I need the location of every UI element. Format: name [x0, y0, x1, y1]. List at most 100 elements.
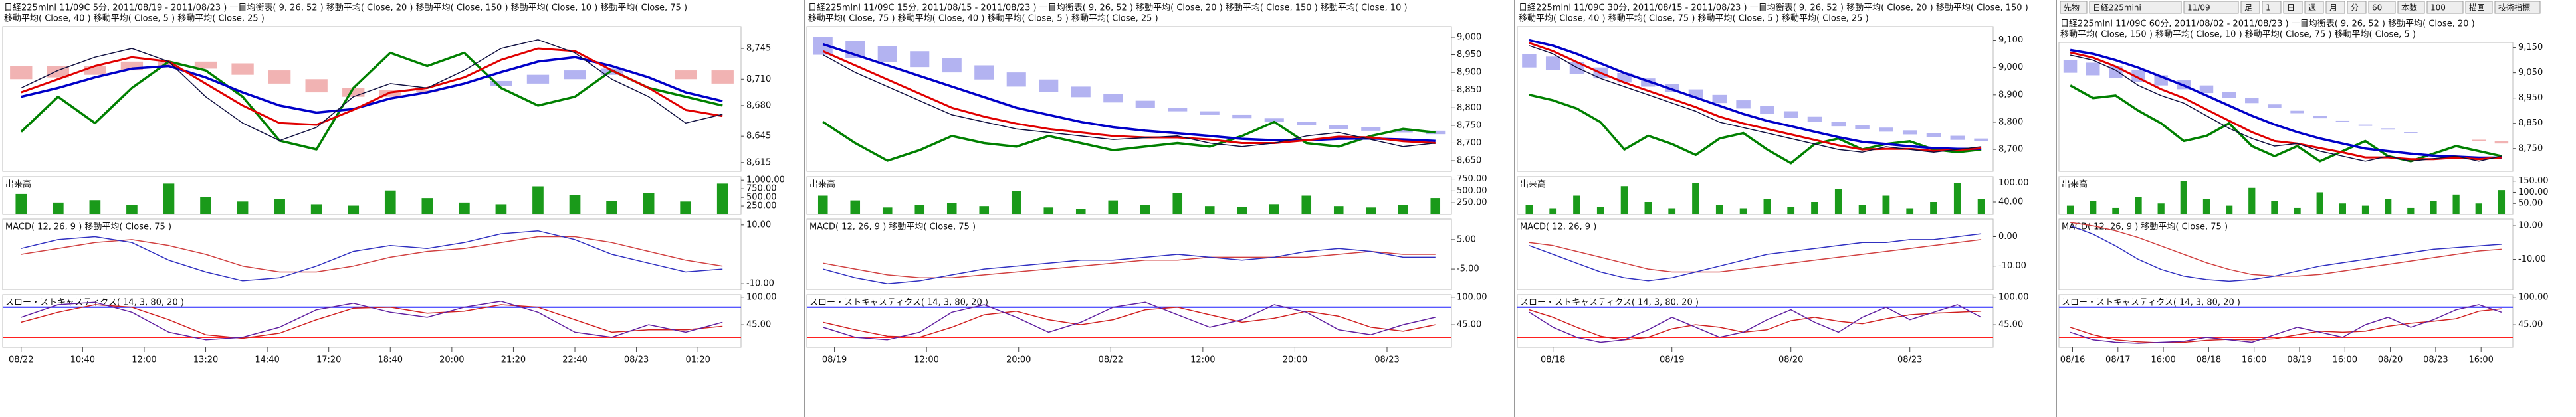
stoch-k-line — [21, 301, 723, 341]
x-tick-label: 08/23 — [624, 355, 649, 365]
y-tick-label: 9,100 — [1998, 35, 2023, 45]
cloud-stripe — [1879, 127, 1893, 132]
cloud-stripe — [675, 70, 697, 80]
volume-bar — [1043, 207, 1054, 214]
moving-average-long — [2070, 48, 2502, 159]
volume-bar — [1172, 193, 1183, 214]
cloud-stripe — [1297, 122, 1317, 125]
volume-bar — [2135, 197, 2142, 214]
volume-bar — [532, 186, 544, 214]
volume-bar — [1204, 206, 1215, 214]
cloud-stripe — [1807, 116, 1822, 122]
y-tick-label: 250.00 — [1457, 198, 1487, 208]
volume-bar — [1668, 208, 1676, 214]
cloud-stripe — [2335, 120, 2350, 122]
volume-bar — [1787, 207, 1795, 214]
volume-bar — [15, 193, 27, 214]
x-tick-label: 21:20 — [501, 355, 526, 365]
cloud-stripe — [1393, 129, 1413, 133]
volume-bar — [606, 201, 617, 214]
volume-bar — [2066, 205, 2074, 214]
volume-bar — [1108, 200, 1119, 214]
y-tick-label: 100.00 — [2518, 292, 2549, 302]
pane-label: 出来高 — [1520, 179, 1546, 190]
volume-bar — [1858, 205, 1866, 214]
cloud-stripe — [564, 70, 586, 80]
y-tick-label: 5.00 — [1457, 234, 1476, 244]
cloud-stripe — [877, 46, 897, 62]
y-tick-label: 100.00 — [2518, 187, 2549, 197]
toolbar-button[interactable] — [2089, 1, 2182, 14]
y-tick-label: 100.00 — [1998, 292, 2029, 302]
toolbar-button[interactable] — [2325, 1, 2345, 14]
pane-frame — [806, 294, 1452, 348]
pane-label: 出来高 — [5, 179, 31, 190]
x-tick-label: 08/23 — [1897, 355, 1922, 365]
y-tick-label: 8,750 — [1457, 120, 1481, 130]
y-tick-label: 750.00 — [1457, 174, 1487, 184]
y-tick-label: 8,745 — [746, 44, 771, 54]
macd-line — [2070, 225, 2502, 282]
y-tick-label: 8,900 — [1998, 90, 2023, 100]
volume-bar — [2248, 187, 2256, 214]
y-tick-label: 500.00 — [1457, 186, 1487, 196]
cloud-stripe — [158, 61, 180, 66]
cloud-stripe — [2358, 124, 2373, 126]
toolbar-button[interactable] — [2397, 1, 2425, 14]
toolbar-label: 月 — [2329, 3, 2337, 13]
cloud-stripe — [1361, 127, 1381, 131]
toolbar-button[interactable] — [2465, 1, 2493, 14]
cloud-stripe — [2381, 128, 2395, 130]
chart-header: 日経225mini 11/09C 15分, 2011/08/15 - 2011/… — [808, 3, 1408, 13]
x-tick-label: 08/18 — [2197, 355, 2221, 365]
toolbar-button[interactable] — [2426, 1, 2464, 14]
pane-label: MACD( 12, 26, 9 ) — [1520, 222, 1596, 232]
toolbar-button[interactable] — [2262, 1, 2282, 14]
volume-bar — [680, 201, 692, 214]
volume-bar — [1333, 206, 1344, 214]
pane-label: MACD( 12, 26, 9 ) 移動平均( Close, 75 ) — [2062, 222, 2228, 232]
toolbar-button[interactable] — [2240, 1, 2260, 14]
toolbar-button[interactable] — [2347, 1, 2367, 14]
cloud-stripe — [1760, 106, 1774, 114]
pane-frame — [2, 294, 742, 348]
toolbar-button[interactable] — [2304, 1, 2324, 14]
moving-average-short — [822, 50, 1436, 144]
cloud-stripe — [2290, 110, 2304, 114]
pane-frame — [1517, 176, 1994, 215]
y-tick-label: 45.00 — [2518, 320, 2543, 330]
pane-frame — [806, 176, 1452, 215]
cloud-stripe — [1200, 111, 1220, 115]
toolbar-button[interactable] — [2060, 1, 2088, 14]
toolbar-button[interactable] — [2283, 1, 2303, 14]
pane-label: スロー・ストキャスティクス( 14, 3, 80, 20 ) — [809, 298, 988, 308]
macd-line — [823, 248, 1436, 284]
toolbar-button[interactable] — [2368, 1, 2396, 14]
x-tick-label: 16:00 — [2151, 355, 2175, 365]
cloud-stripe — [268, 70, 291, 84]
volume-bar — [52, 202, 64, 214]
volume-bar — [2157, 203, 2165, 214]
volume-bar — [643, 193, 655, 214]
cloud-stripe — [526, 74, 550, 84]
volume-bar — [979, 206, 990, 214]
y-tick-label: 45.00 — [746, 320, 771, 330]
pane-label: スロー・ストキャスティクス( 14, 3, 80, 20 ) — [2062, 298, 2240, 308]
pane-frame — [2, 176, 742, 215]
x-tick-label: 08/19 — [1660, 355, 1684, 365]
volume-bar — [1140, 205, 1150, 214]
chart-header: 日経225mini 11/09C 5分, 2011/08/19 - 2011/0… — [4, 3, 687, 13]
volume-bar — [1644, 202, 1652, 214]
cloud-stripe — [2494, 141, 2509, 144]
volume-bar — [163, 183, 175, 214]
toolbar-button[interactable] — [2494, 1, 2541, 14]
volume-bar — [2180, 181, 2187, 214]
y-tick-label: 9,150 — [2518, 42, 2543, 52]
cloud-stripe — [1545, 56, 1560, 70]
toolbar-button[interactable] — [2183, 1, 2239, 14]
stoch-k-line — [1529, 304, 1982, 343]
volume-bar — [2316, 192, 2323, 214]
cloud-stripe — [1329, 125, 1348, 129]
volume-bar — [2271, 201, 2278, 214]
volume-bar — [817, 195, 828, 214]
